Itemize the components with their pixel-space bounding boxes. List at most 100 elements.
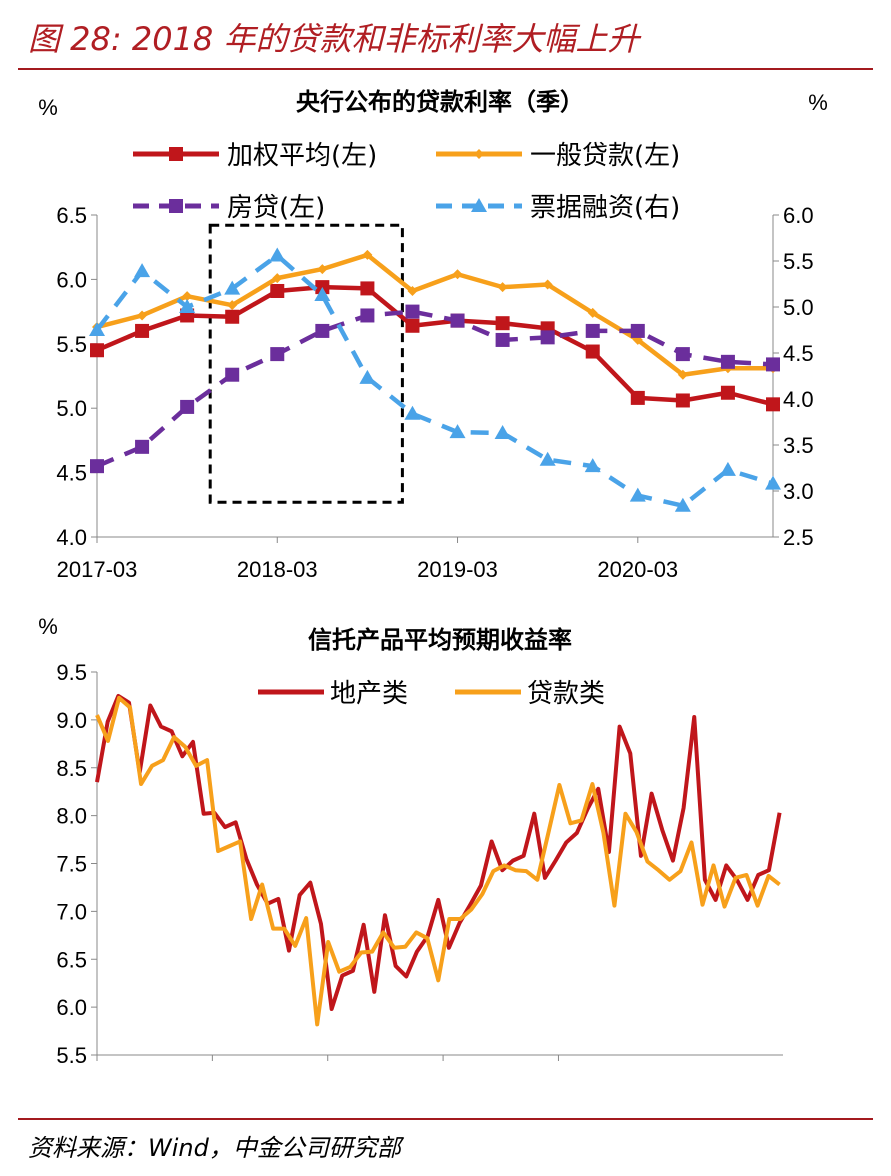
chart2-x-tick-label: 2017-01 (287, 1073, 368, 1074)
series-2-point (182, 291, 193, 302)
series-4-point (539, 451, 556, 466)
figure-title: 图 28: 2018 年的贷款和非标利率大幅上升 (28, 20, 640, 58)
chart1-left-tick-label: 4.5 (56, 461, 87, 486)
series-3-point (766, 357, 780, 372)
series-3-point (360, 308, 375, 323)
chart1-axes: 4.0 4.5 5.0 5.5 6.0 6.5 2.5 3.0 3.5 4.0 4.5 5.0 5.5 6… (56, 203, 813, 582)
series-4-point (89, 322, 105, 336)
series-4-point (269, 247, 286, 262)
series-4-point (179, 299, 196, 313)
trust-legend-label-2: 贷款类 (527, 679, 605, 709)
chart1-legend: 加权平均(左) 一般贷款(左) 房贷(左) 票据融资(右) (133, 141, 680, 223)
chart2-y-tick-label: 7.5 (56, 852, 87, 877)
legend-marker-4 (471, 198, 487, 212)
series-2-point (497, 282, 508, 293)
chart2-x-tick-label: 2018-01 (403, 1073, 484, 1074)
chart2-y-tick-label: 8.5 (56, 756, 87, 781)
series-1-point (135, 323, 150, 338)
chart2-x-tick-label: 2019-01 (518, 1073, 599, 1074)
legend-label-3: 房贷(左) (227, 193, 325, 223)
series-4-point (224, 280, 241, 295)
series-3-point (495, 332, 510, 347)
trust-legend-label-1: 地产类 (330, 679, 408, 709)
series-2-point (587, 307, 598, 318)
series-1-point (585, 344, 600, 359)
series-2-point (227, 300, 238, 311)
chart1-right-tick-label: 6.0 (783, 203, 814, 228)
series-3-point (450, 313, 465, 328)
chart2-y-tick-label: 5.5 (56, 1043, 87, 1068)
chart2-left-unit: % (38, 614, 58, 639)
series-4-point (134, 263, 151, 278)
chart1-x-tick-label: 2020-03 (597, 557, 678, 582)
series-2-point (677, 369, 688, 380)
chart1-left-tick-label: 5.0 (56, 396, 87, 421)
series-4-point (629, 487, 646, 502)
chart1-right-unit: % (808, 90, 828, 115)
series-3-point (225, 367, 240, 382)
legend-label-1: 加权平均(左) (227, 141, 377, 171)
series-1-point (360, 281, 375, 296)
series-4-point (719, 461, 736, 476)
series-4-point (765, 475, 781, 490)
chart2-x-tick-label: 2016-01 (172, 1073, 253, 1074)
chart2-x-tick-label: 2015-01 (57, 1073, 138, 1074)
chart1-right-tick-label: 4.5 (783, 341, 814, 366)
series-3-point (675, 347, 690, 362)
chart1-left-tick-label: 6.5 (56, 203, 87, 228)
series-3-point (585, 323, 600, 338)
chart1-right-tick-label: 5.5 (783, 249, 814, 274)
chart1-left-tick-label: 6.0 (56, 267, 87, 292)
chart1-right-tick-label: 4.0 (783, 387, 814, 412)
chart1-x-tick-label: 2019-03 (417, 557, 498, 582)
series-4-point (314, 287, 331, 302)
series-2-point (362, 249, 373, 260)
series-3-point (405, 304, 420, 319)
series-4-point (674, 497, 691, 512)
series-4-point (584, 458, 601, 473)
trust-series-line-2 (95, 695, 781, 1027)
chart2-y-tick-label: 6.0 (56, 995, 87, 1020)
chart1-right-tick-label: 2.5 (783, 525, 814, 550)
chart1-series (89, 247, 781, 512)
chart2-y-tick-label: 8.0 (56, 804, 87, 829)
chart2-y-tick-label: 7.0 (56, 899, 87, 924)
chart1-x-tick-label: 2018-03 (237, 557, 318, 582)
series-line-1 (96, 284, 774, 407)
series-line-2 (96, 252, 773, 377)
series-3-point (630, 323, 645, 338)
series-2-point (542, 279, 553, 290)
chart1-right-tick-label: 3.0 (783, 479, 814, 504)
legend-label-4: 票据融资(右) (530, 193, 680, 223)
chart2-y-tick-label: 6.5 (56, 947, 87, 972)
chart2-axes: 5.5 6.0 6.5 7.0 7.5 8.0 8.5 9.0 9.5 2015-01 2016-0… (56, 660, 783, 1074)
series-4-point (404, 405, 421, 420)
series-4-point (449, 424, 466, 439)
chart1-left-tick-label: 5.5 (56, 332, 87, 357)
chart2-series (95, 693, 782, 1027)
highlight-box (208, 223, 404, 504)
legend-marker-2 (474, 149, 484, 159)
top-rule (18, 68, 873, 70)
series-1-point (405, 318, 420, 333)
legend-marker-3 (169, 199, 183, 213)
bottom-rule (18, 1118, 873, 1120)
series-3-point (135, 439, 150, 454)
series-3-point (540, 330, 555, 345)
chart2-legend: 地产类 贷款类 (258, 679, 605, 709)
chart1-right-tick-label: 3.5 (783, 433, 814, 458)
chart1-left-tick-label: 4.0 (56, 525, 87, 550)
chart1-x-tick-label: 2017-03 (57, 557, 138, 582)
series-4-point (494, 425, 511, 440)
chart2-y-tick-label: 9.0 (56, 708, 87, 733)
series-2-point (407, 285, 418, 296)
series-2-point (137, 310, 148, 321)
series-3-point (720, 354, 735, 369)
legend-label-2: 一般贷款(左) (530, 141, 680, 171)
series-3-point (90, 459, 104, 474)
series-4-point (359, 369, 376, 384)
chart2-y-tick-label: 9.5 (56, 660, 87, 685)
series-1-point (675, 393, 690, 408)
series-2-point (452, 269, 463, 280)
source-note: 资料来源：Wind，中金公司研究部 (28, 1134, 401, 1162)
